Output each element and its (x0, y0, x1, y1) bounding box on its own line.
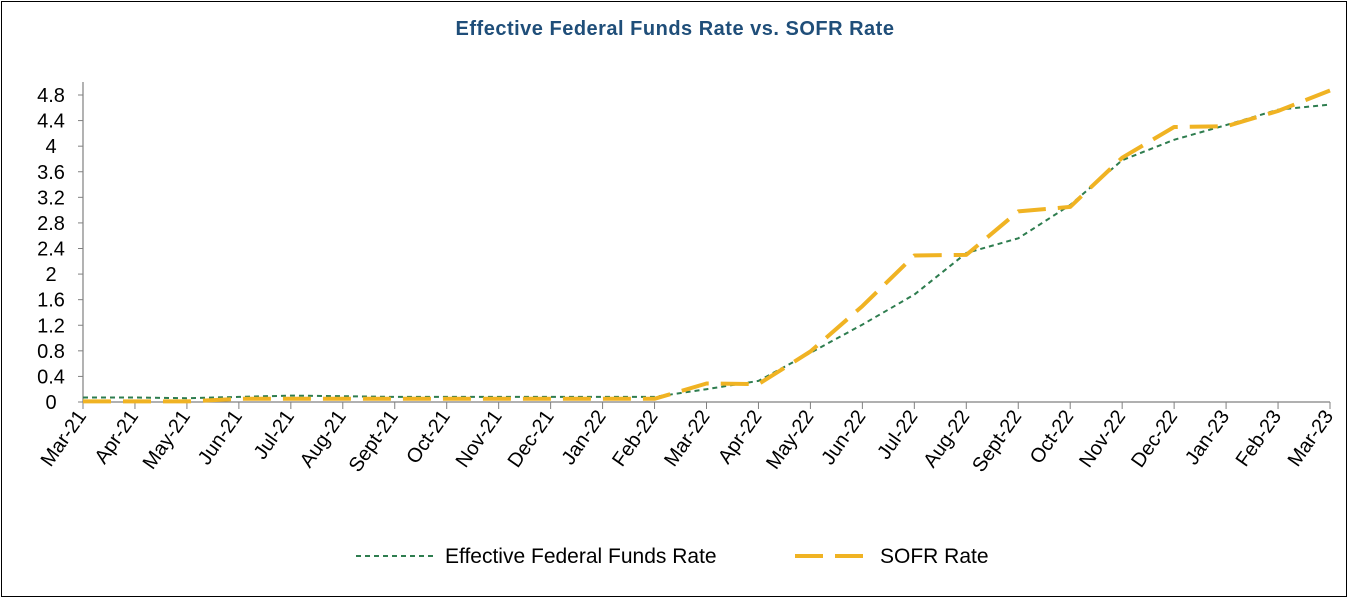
x-tick-label: Mar-23 (1284, 406, 1338, 471)
y-tick-label: 0 (45, 392, 56, 414)
x-tick-label: Aug-22 (919, 406, 974, 471)
y-tick-label: 2 (45, 264, 56, 286)
legend: Effective Federal Funds Rate SOFR Rate (356, 545, 989, 568)
x-tick-label: Jan-22 (558, 406, 611, 469)
y-tick-label: 1.6 (37, 290, 65, 312)
x-tick-label: Sept-21 (345, 406, 403, 476)
x-tick-label: Jan-23 (1181, 406, 1234, 469)
legend-label-sofr: SOFR Rate (880, 545, 989, 568)
x-tick-label: Jul-22 (873, 406, 922, 463)
x-tick-label: Oct-21 (402, 406, 454, 468)
sofr-series-line (83, 88, 1331, 404)
y-tick-label: 2.4 (37, 239, 65, 261)
x-tick-label: Nov-21 (452, 406, 507, 471)
x-tick-label: Dec-21 (504, 406, 559, 471)
legend-label-effr: Effective Federal Funds Rate (445, 545, 717, 568)
y-tick-label: 2.8 (37, 213, 65, 235)
y-tick-label: 0.8 (37, 341, 65, 363)
x-tick-label: Mar-21 (37, 406, 91, 471)
x-tick-label: Nov-22 (1075, 406, 1130, 471)
series-layer (82, 88, 1331, 404)
x-tick-label: Apr-22 (714, 406, 766, 468)
y-tick-label: 4.4 (37, 111, 65, 133)
x-tick-label: May-21 (139, 406, 195, 473)
y-tick-label: 4 (45, 136, 56, 158)
x-tick-label: Jun-21 (194, 406, 247, 469)
x-tick-label: Dec-22 (1127, 406, 1182, 471)
x-tick-label: Feb-22 (608, 406, 662, 471)
x-tick-label: Aug-21 (296, 406, 351, 471)
x-tick-label: Oct-22 (1026, 406, 1078, 468)
x-tick-label: Mar-22 (660, 406, 714, 471)
y-tick-label: 4.8 (37, 85, 65, 107)
y-tick-label: 3.6 (37, 162, 65, 184)
x-tick-label: Sept-22 (968, 406, 1026, 476)
x-tick-label: Jun-22 (817, 406, 870, 469)
y-axis: 0 0.4 0.8 1.2 1.6 2 2.4 2.8 3.2 3.6 4 4.4 4.8 (37, 82, 84, 414)
chart-title: Effective Federal Funds Rate vs. SOFR Ra… (455, 18, 895, 40)
y-tick-label: 0.4 (37, 366, 65, 388)
y-tick-label: 1.2 (37, 315, 65, 337)
y-tick-label: 3.2 (37, 187, 65, 209)
x-tick-label: Feb-23 (1232, 406, 1286, 471)
effr-series-line (83, 103, 1331, 400)
x-tick-label: Apr-21 (91, 406, 143, 468)
x-tick-label: Jul-21 (250, 406, 299, 463)
x-tick-label: May-22 (762, 406, 818, 473)
